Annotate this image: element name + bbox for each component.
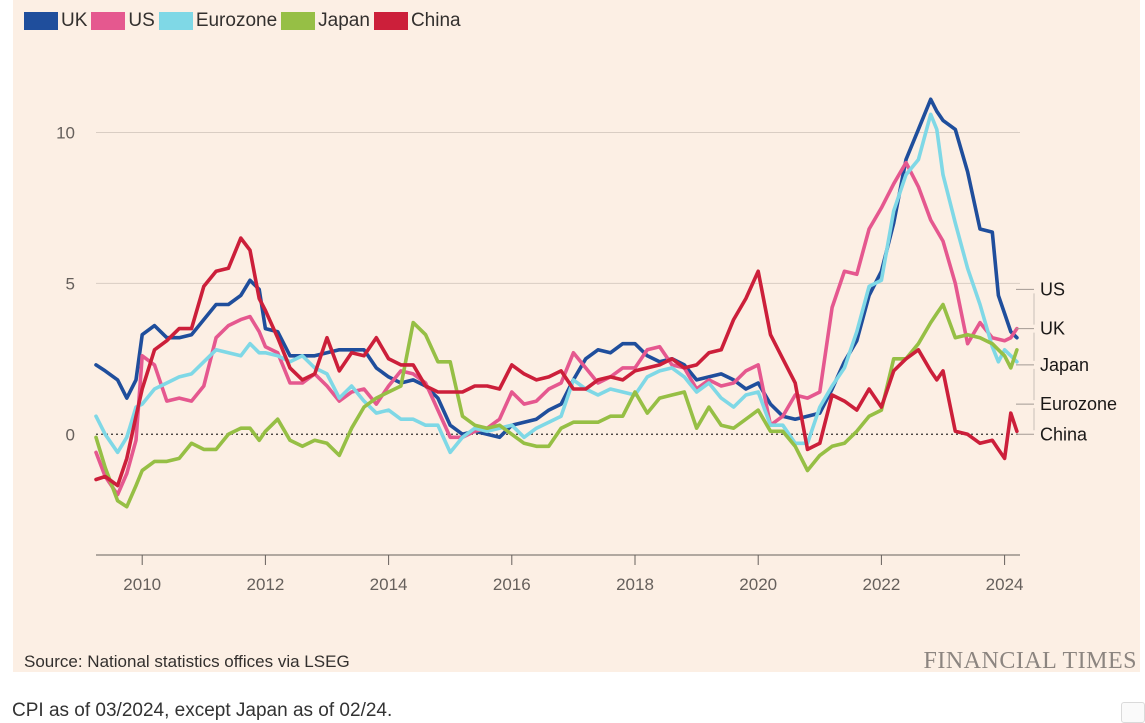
source-note: Source: National statistics offices via … bbox=[24, 652, 350, 671]
series-line-us bbox=[94, 160, 1019, 497]
legend: UK US Eurozone Japan China bbox=[24, 10, 461, 32]
legend-item-china[interactable]: China bbox=[373, 10, 461, 32]
end-label-uk: UK bbox=[1040, 319, 1065, 339]
end-label-layer: US UK Japan Eurozone China bbox=[1016, 279, 1117, 444]
x-tick-label-2022: 2022 bbox=[862, 575, 900, 594]
figure-caption: CPI as of 03/2024, except Japan as of 02… bbox=[12, 700, 393, 721]
legend-label-us: US bbox=[128, 10, 155, 31]
legend-swatch-uk bbox=[24, 12, 58, 30]
grid-layer bbox=[96, 131, 1020, 435]
series-layer bbox=[94, 97, 1019, 509]
end-label-us: US bbox=[1040, 279, 1065, 299]
chart-card bbox=[13, 0, 1140, 672]
x-tick-label-2016: 2016 bbox=[493, 575, 531, 594]
series-line-eurozone bbox=[94, 112, 1019, 455]
legend-swatch-eurozone bbox=[158, 12, 193, 30]
legend-swatch-china bbox=[373, 12, 408, 30]
legend-label-uk: UK bbox=[61, 10, 88, 31]
series-line-china bbox=[94, 236, 1019, 488]
legend-swatch-japan bbox=[281, 12, 316, 30]
y-tick-label-0: 0 bbox=[66, 425, 75, 444]
legend-label-eurozone: Eurozone bbox=[195, 10, 278, 31]
y-tick-label-10: 10 bbox=[56, 123, 75, 142]
legend-item-eurozone[interactable]: Eurozone bbox=[158, 10, 278, 32]
legend-item-us[interactable]: US bbox=[91, 10, 155, 32]
legend-item-japan[interactable]: Japan bbox=[281, 10, 370, 32]
x-tick-label-2024: 2024 bbox=[986, 575, 1024, 594]
legend-label-china: China bbox=[410, 10, 461, 31]
end-label-japan: Japan bbox=[1040, 355, 1089, 375]
legend-swatch-us bbox=[91, 12, 126, 30]
legend-label-japan: Japan bbox=[318, 10, 370, 31]
x-tick-label-2020: 2020 bbox=[739, 575, 777, 594]
axis-layer: 0 5 10 2010 2012 2014 2016 2018 2020 2022 2024 bbox=[56, 123, 1023, 594]
x-tick-label-2018: 2018 bbox=[616, 575, 654, 594]
x-tick-label-2012: 2012 bbox=[246, 575, 284, 594]
series-line-japan bbox=[94, 302, 1019, 509]
end-label-eurozone: Eurozone bbox=[1040, 394, 1117, 414]
end-label-china: China bbox=[1040, 424, 1088, 444]
legend-item-uk[interactable]: UK bbox=[24, 10, 87, 32]
x-tick-label-2014: 2014 bbox=[370, 575, 408, 594]
x-tick-label-2010: 2010 bbox=[123, 575, 161, 594]
publisher-logo: FINANCIAL TIMES bbox=[923, 648, 1137, 674]
y-tick-label-5: 5 bbox=[66, 274, 75, 293]
expand-button[interactable] bbox=[1121, 702, 1145, 723]
